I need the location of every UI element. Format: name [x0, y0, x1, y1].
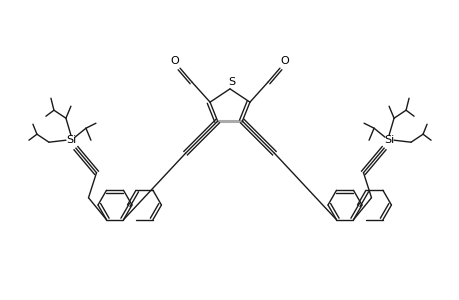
Text: Si: Si: [383, 135, 393, 145]
Text: Si: Si: [66, 135, 76, 145]
Text: O: O: [170, 56, 179, 66]
Text: O: O: [280, 56, 289, 66]
Text: S: S: [228, 77, 235, 87]
